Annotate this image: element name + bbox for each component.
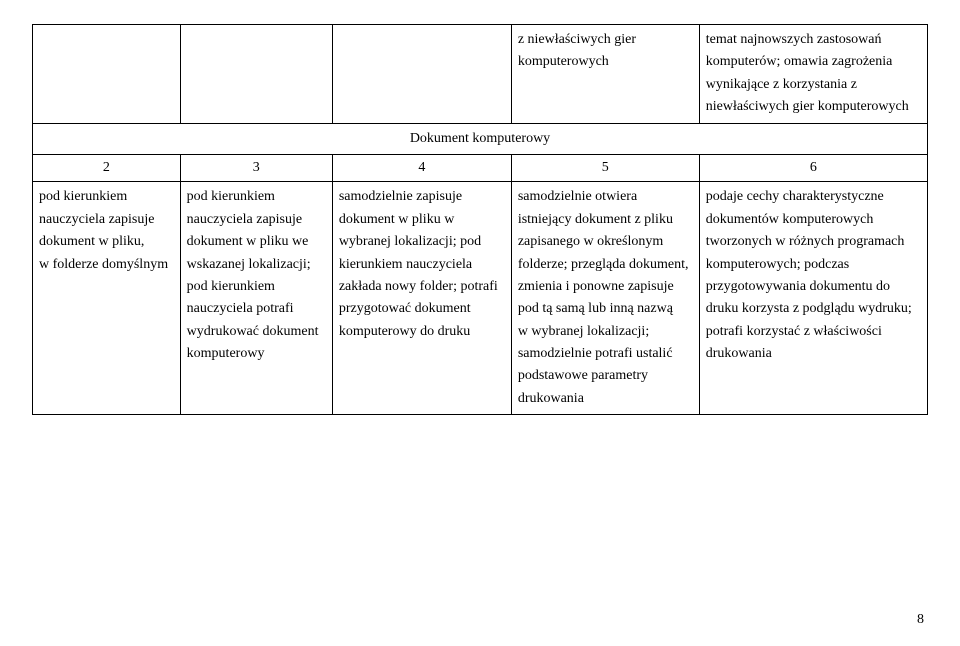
col-number-5: 5 [511, 154, 699, 181]
table-row: z niewłaściwych gier komputerowych temat… [33, 25, 928, 124]
cell-r1-c4: samodzielnie zapisuje dokument w pliku w… [332, 182, 511, 415]
col-number-2: 2 [33, 154, 181, 181]
rubric-table: z niewłaściwych gier komputerowych temat… [32, 24, 928, 415]
cell-r0-c5: z niewłaściwych gier komputerowych [511, 25, 699, 124]
cell-r1-c5: samodzielnie otwiera istniejący dokument… [511, 182, 699, 415]
cell-r1-c3: pod kierunkiem nauczyciela zapisuje doku… [180, 182, 332, 415]
cell-r0-c2 [33, 25, 181, 124]
section-header-row: Dokument komputerowy [33, 123, 928, 154]
cell-r0-c6: temat najnowszych zastosowań komputerów;… [699, 25, 927, 124]
table-row: pod kierunkiem nauczyciela zapisuje doku… [33, 182, 928, 415]
cell-r0-c4 [332, 25, 511, 124]
number-row: 2 3 4 5 6 [33, 154, 928, 181]
section-header: Dokument komputerowy [33, 123, 928, 154]
cell-r1-c6: podaje cechy charakterystyczne dokumentó… [699, 182, 927, 415]
col-number-6: 6 [699, 154, 927, 181]
col-number-4: 4 [332, 154, 511, 181]
col-number-3: 3 [180, 154, 332, 181]
cell-r0-c3 [180, 25, 332, 124]
cell-r1-c2: pod kierunkiem nauczyciela zapisuje doku… [33, 182, 181, 415]
page-number: 8 [917, 612, 924, 628]
